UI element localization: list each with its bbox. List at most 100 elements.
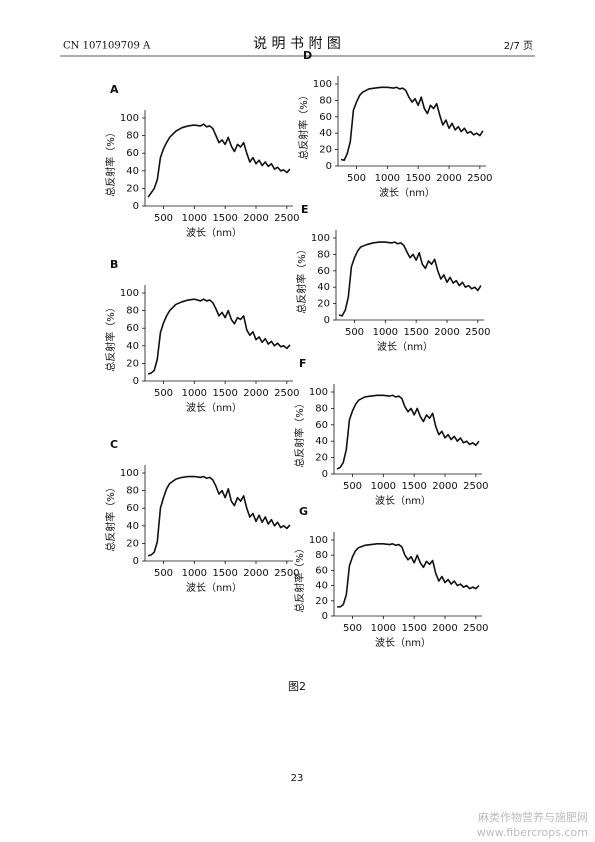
x-tick-label: 2500 bbox=[463, 623, 488, 634]
x-tick-label: 500 bbox=[154, 568, 173, 579]
reflectance-line bbox=[338, 241, 482, 317]
x-axis-label: 波长（nm） bbox=[186, 226, 242, 239]
y-tick-label: 0 bbox=[322, 611, 328, 622]
x-tick-label: 1000 bbox=[371, 481, 396, 492]
y-tick-label: 100 bbox=[309, 387, 328, 398]
x-tick-label: 2500 bbox=[463, 481, 488, 492]
y-tick-label: 20 bbox=[319, 145, 332, 156]
y-tick-label: 60 bbox=[126, 148, 139, 159]
y-tick-label: 20 bbox=[126, 538, 139, 549]
y-tick-label: 40 bbox=[319, 128, 332, 139]
y-tick-label: 80 bbox=[315, 403, 328, 414]
reflectance-line bbox=[147, 123, 291, 198]
header-left: CN 107109709 A bbox=[63, 41, 151, 52]
x-tick-label: 1500 bbox=[405, 173, 430, 184]
chart-title: F bbox=[299, 357, 307, 370]
chart-title: A bbox=[110, 83, 119, 96]
x-tick-label: 1500 bbox=[401, 623, 426, 634]
x-tick-label: 1000 bbox=[373, 327, 398, 338]
x-tick-label: 2500 bbox=[465, 327, 490, 338]
y-tick-label: 40 bbox=[317, 282, 330, 293]
y-tick-label: 100 bbox=[120, 288, 139, 299]
reflectance-line bbox=[337, 543, 480, 608]
y-axis-label: 总反射率（%） bbox=[104, 302, 117, 372]
watermark: www.fibercrops.com bbox=[477, 826, 588, 839]
y-tick-label: 100 bbox=[309, 535, 328, 546]
chart-title: C bbox=[110, 438, 118, 451]
x-tick-label: 500 bbox=[154, 213, 173, 224]
y-tick-label: 0 bbox=[322, 469, 328, 480]
y-tick-label: 60 bbox=[319, 112, 332, 123]
y-tick-label: 60 bbox=[315, 565, 328, 576]
y-tick-label: 80 bbox=[315, 550, 328, 561]
y-tick-label: 80 bbox=[319, 95, 332, 106]
x-tick-label: 2000 bbox=[243, 213, 268, 224]
reflectance-line bbox=[147, 298, 291, 375]
page-number: 23 bbox=[291, 773, 304, 784]
y-tick-label: 80 bbox=[317, 249, 330, 260]
reflectance-line bbox=[147, 475, 291, 557]
y-axis-label: 总反射率（%） bbox=[104, 482, 117, 552]
y-tick-label: 40 bbox=[315, 436, 328, 447]
y-tick-label: 20 bbox=[126, 183, 139, 194]
x-tick-label: 2000 bbox=[436, 173, 461, 184]
y-tick-label: 20 bbox=[315, 596, 328, 607]
y-axis-label: 总反射率（%） bbox=[297, 90, 310, 160]
x-tick-label: 1000 bbox=[375, 173, 400, 184]
x-tick-label: 1000 bbox=[182, 568, 207, 579]
x-tick-label: 500 bbox=[347, 173, 366, 184]
x-axis-label: 波长（nm） bbox=[186, 581, 242, 594]
chart-title: B bbox=[110, 258, 118, 271]
chart-title: D bbox=[303, 49, 312, 62]
y-tick-label: 80 bbox=[126, 131, 139, 142]
y-tick-label: 100 bbox=[120, 468, 139, 479]
y-tick-label: 0 bbox=[326, 161, 332, 172]
y-axis-label: 总反射率（%） bbox=[104, 127, 117, 197]
y-tick-label: 40 bbox=[315, 581, 328, 592]
header-right: 2/7 页 bbox=[504, 40, 533, 52]
x-axis-label: 波长（nm） bbox=[377, 340, 433, 353]
y-tick-label: 100 bbox=[313, 79, 332, 90]
x-tick-label: 1000 bbox=[182, 388, 207, 399]
x-tick-label: 2500 bbox=[274, 568, 299, 579]
x-axis-label: 波长（nm） bbox=[375, 494, 431, 507]
y-tick-label: 60 bbox=[126, 323, 139, 334]
y-tick-label: 80 bbox=[126, 306, 139, 317]
y-tick-label: 60 bbox=[315, 420, 328, 431]
y-tick-label: 20 bbox=[315, 453, 328, 464]
y-tick-label: 0 bbox=[133, 376, 139, 387]
x-tick-label: 1500 bbox=[212, 388, 237, 399]
x-tick-label: 1000 bbox=[182, 213, 207, 224]
reflectance-line bbox=[340, 86, 484, 162]
x-tick-label: 500 bbox=[343, 481, 362, 492]
x-tick-label: 2000 bbox=[243, 388, 268, 399]
x-tick-label: 2500 bbox=[274, 388, 299, 399]
watermark: 麻类作物营养与施肥网 bbox=[478, 810, 588, 824]
y-tick-label: 40 bbox=[126, 341, 139, 352]
y-axis-label: 总反射率（%） bbox=[295, 244, 308, 314]
x-tick-label: 1000 bbox=[371, 623, 396, 634]
y-tick-label: 100 bbox=[311, 233, 330, 244]
y-tick-label: 60 bbox=[317, 266, 330, 277]
x-axis-label: 波长（nm） bbox=[375, 636, 431, 649]
y-tick-label: 40 bbox=[126, 166, 139, 177]
x-tick-label: 1500 bbox=[212, 213, 237, 224]
y-tick-label: 0 bbox=[133, 556, 139, 567]
y-tick-label: 20 bbox=[317, 299, 330, 310]
x-tick-label: 500 bbox=[345, 327, 364, 338]
x-tick-label: 2500 bbox=[467, 173, 492, 184]
y-tick-label: 40 bbox=[126, 521, 139, 532]
y-tick-label: 20 bbox=[126, 358, 139, 369]
y-tick-label: 100 bbox=[120, 113, 139, 124]
y-tick-label: 80 bbox=[126, 486, 139, 497]
chart-title: E bbox=[301, 203, 309, 216]
x-tick-label: 2000 bbox=[432, 481, 457, 492]
x-tick-label: 2000 bbox=[432, 623, 457, 634]
x-tick-label: 2000 bbox=[434, 327, 459, 338]
y-axis-label: 总反射率（%） bbox=[293, 543, 306, 613]
x-tick-label: 1500 bbox=[212, 568, 237, 579]
chart-title: G bbox=[299, 505, 308, 518]
caption: 图2 bbox=[288, 680, 306, 693]
